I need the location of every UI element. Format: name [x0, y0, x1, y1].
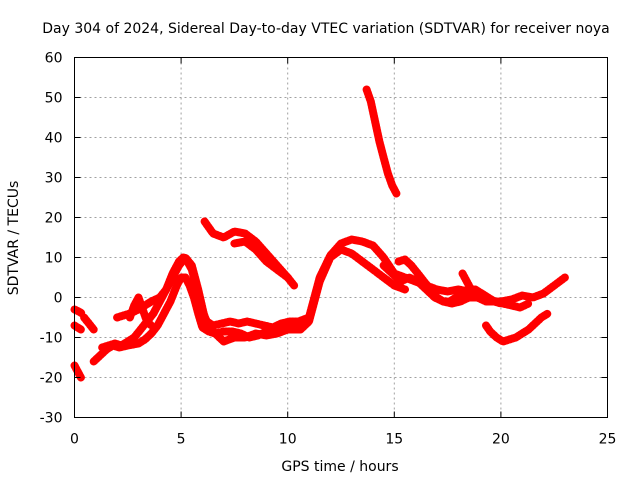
series-arc-10 — [230, 237, 292, 282]
series-arc-13 — [394, 255, 505, 308]
x-axis-label: GPS time / hours — [281, 459, 398, 475]
series-arc-11 — [362, 85, 401, 198]
y-tick-label: 50 — [45, 91, 63, 107]
series-arc-15 — [482, 309, 552, 346]
y-tick-label: 20 — [45, 211, 63, 227]
y-tick-label: 60 — [45, 51, 63, 67]
x-tick-label: 0 — [70, 432, 79, 448]
y-tick-label: 40 — [45, 131, 63, 147]
y-tick-label: -10 — [40, 331, 63, 347]
series-arc-4 — [80, 313, 98, 334]
series-line — [73, 308, 84, 315]
y-tick-label: 30 — [45, 171, 63, 187]
series-line — [82, 316, 96, 331]
series-arc-3 — [70, 305, 86, 318]
series-arc-1 — [70, 361, 85, 382]
series-line — [128, 296, 153, 327]
series-arc-12 — [379, 261, 533, 312]
y-tick-label: 10 — [45, 251, 63, 267]
series-line — [382, 264, 531, 309]
series-arc-8 — [125, 293, 156, 330]
series-line — [232, 240, 290, 279]
series-arc-2 — [70, 321, 85, 334]
y-tick-label: 0 — [54, 291, 63, 307]
y-axis-label: SDTVAR / TECUs — [6, 181, 22, 296]
x-tick-label: 15 — [385, 432, 403, 448]
series-line — [484, 312, 550, 343]
chart-title: Day 304 of 2024, Sidereal Day-to-day VTE… — [42, 21, 610, 37]
y-tick-label: -20 — [40, 371, 63, 387]
series-line — [73, 364, 83, 379]
x-tick-label: 10 — [279, 432, 297, 448]
data-series — [70, 85, 569, 382]
x-tick-label: 25 — [599, 432, 617, 448]
series-line — [397, 258, 503, 305]
series-line — [461, 272, 477, 299]
series-line — [73, 324, 83, 331]
series-line — [365, 88, 398, 195]
x-tick-label: 5 — [177, 432, 186, 448]
plot-frame — [74, 57, 608, 418]
x-tick-label: 20 — [492, 432, 510, 448]
grid-lines — [74, 57, 608, 418]
y-tick-label: -30 — [40, 411, 63, 427]
axis-ticks: 0 5 10 15 20 25 -30 -20 -10 0 10 20 30 40 50 60 — [40, 51, 617, 448]
series-arc-14 — [458, 269, 480, 302]
